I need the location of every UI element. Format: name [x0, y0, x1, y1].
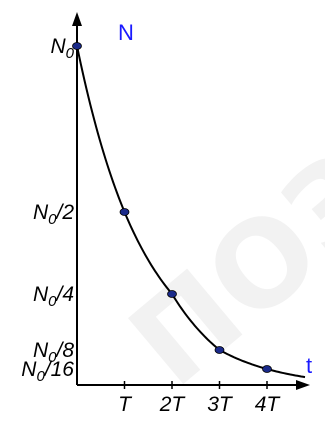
y-axis-arrow [72, 12, 82, 26]
watermark: ПОЗИТ [104, 10, 325, 413]
y-tick-label: N0/16 [21, 358, 74, 385]
x-tick-labels: T 2T 3T 4T [118, 393, 281, 416]
y-axis-label: N [118, 20, 134, 45]
axes [72, 12, 310, 390]
data-point [167, 290, 177, 298]
x-tick-label: 3T [207, 393, 234, 416]
x-axis-arrow [296, 380, 310, 390]
y-tick-label: N0/8 [33, 339, 74, 366]
y-tick-label: N0/4 [33, 283, 74, 310]
y-tick-label: N0 [50, 35, 74, 62]
data-point [119, 208, 130, 216]
x-tick-label: 2T [159, 393, 187, 416]
x-tick-label: 4T [255, 393, 282, 416]
data-points [72, 42, 272, 373]
x-axis-label: t [306, 353, 312, 378]
data-point [214, 346, 225, 354]
y-tick-labels: N0 N0/2 N0/4 N0/8N0/16 [21, 35, 74, 385]
data-point [72, 42, 82, 50]
x-tick-label: T [118, 393, 133, 416]
y-tick-label: N0/2 [33, 201, 74, 228]
data-point [262, 365, 272, 373]
